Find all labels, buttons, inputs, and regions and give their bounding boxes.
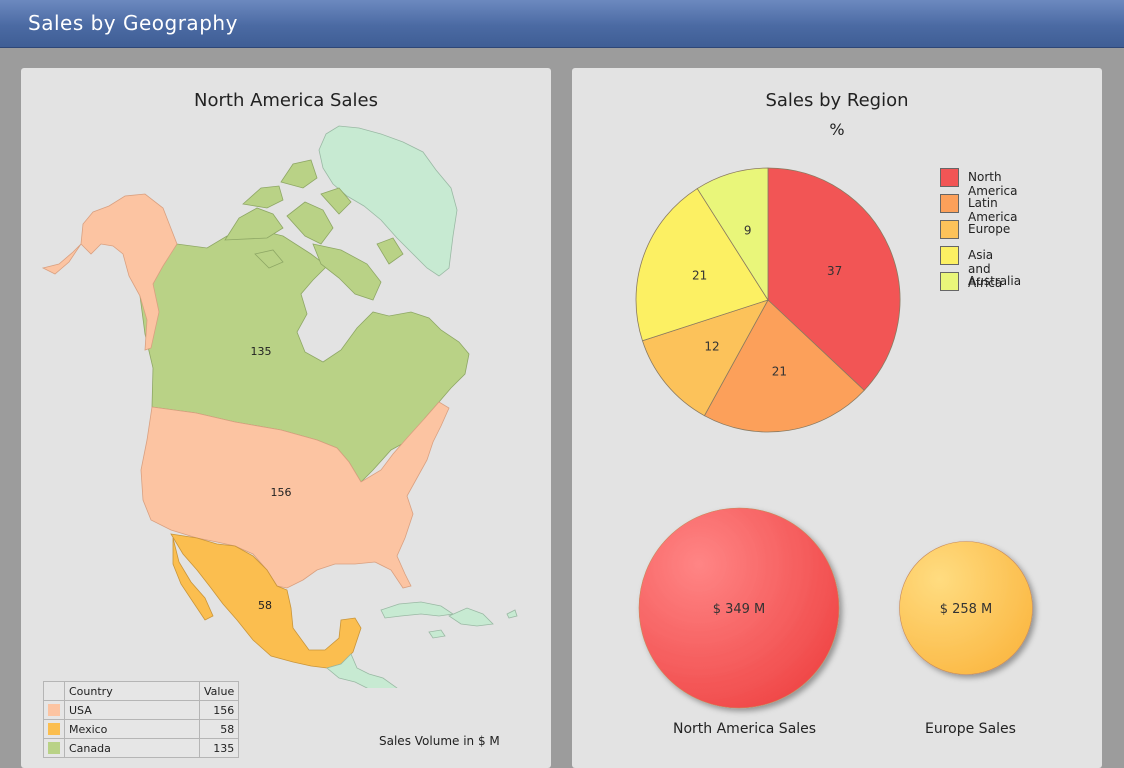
value-cell: 156 xyxy=(198,700,240,720)
pie-slice-label: 21 xyxy=(772,365,787,379)
country-header: Country xyxy=(64,681,200,701)
map-title: North America Sales xyxy=(194,90,378,111)
europe-bubble-caption: Europe Sales xyxy=(925,721,1016,737)
north-america-map-panel: North America Sales 135 156 58 Country V… xyxy=(21,68,551,768)
usa-map-label: 156 xyxy=(271,486,292,499)
country-cell: Canada xyxy=(64,738,200,758)
legend-label: Australia xyxy=(968,274,1022,288)
pie-slice-label: 37 xyxy=(827,264,842,278)
swatch-header-cell xyxy=(43,681,65,701)
usa-region[interactable] xyxy=(140,401,450,589)
region-pie-chart: 37 21 12 21 9 xyxy=(635,167,901,433)
canada-arctic-islands[interactable] xyxy=(224,159,404,301)
table-row: Canada 135 xyxy=(43,738,240,758)
title-bar: Sales by Geography xyxy=(0,0,1124,48)
country-cell: USA xyxy=(64,700,200,720)
sales-bubble[interactable] xyxy=(638,507,840,709)
sales-bubble-chart: $ 349 M $ 258 M xyxy=(638,507,1033,709)
mexico-region[interactable] xyxy=(170,533,362,669)
table-row: Mexico 58 xyxy=(43,719,240,739)
bubble-value-label: $ 349 M xyxy=(713,602,766,617)
legend-swatch xyxy=(940,272,959,291)
legend-label: North America xyxy=(968,170,1018,198)
country-cell: Mexico xyxy=(64,719,200,739)
table-header-row: Country Value xyxy=(43,681,240,701)
value-cell: 58 xyxy=(198,719,240,739)
swatch-cell xyxy=(43,738,65,758)
legend-swatch xyxy=(940,246,959,265)
sales-by-region-panel: Sales by Region % 37 21 12 21 9 North Americ… xyxy=(572,68,1102,768)
north-america-map: 135 156 58 xyxy=(41,125,518,688)
pie-slice[interactable] xyxy=(767,167,901,391)
canada-swatch xyxy=(48,742,60,754)
pie-slice-label: 12 xyxy=(704,339,719,353)
canada-map-label: 135 xyxy=(251,345,272,358)
pie-subtitle: % xyxy=(829,120,845,139)
value-cell: 135 xyxy=(198,738,240,758)
pie-slice[interactable] xyxy=(703,299,865,433)
pie-slice[interactable] xyxy=(696,167,769,302)
sales-bubble[interactable] xyxy=(899,541,1033,675)
bubble-value-label: $ 258 M xyxy=(940,602,993,617)
pie-slice-label: 21 xyxy=(692,268,707,282)
swatch-cell xyxy=(43,700,65,720)
pie-slice[interactable] xyxy=(635,187,769,342)
value-header: Value xyxy=(198,681,240,701)
caribbean-islands[interactable] xyxy=(380,601,518,639)
legend-label: Latin America xyxy=(968,196,1018,224)
map-caption: Sales Volume in $ M xyxy=(379,734,500,748)
legend-swatch xyxy=(940,220,959,239)
table-row: USA 156 xyxy=(43,700,240,720)
country-value-table: Country Value USA 156 Mexico 58 Canada 1… xyxy=(43,681,240,758)
alaska-region[interactable] xyxy=(41,193,178,351)
legend-label: Asia and Africa xyxy=(968,248,1003,290)
mexico-map-label: 58 xyxy=(258,599,272,612)
swatch-cell xyxy=(43,719,65,739)
pie-slice-label: 9 xyxy=(744,223,752,237)
legend-label: Europe xyxy=(968,222,1011,236)
legend-swatch xyxy=(940,194,959,213)
legend-swatch xyxy=(940,168,959,187)
pie-title: Sales by Region xyxy=(765,90,909,111)
usa-swatch xyxy=(48,704,60,716)
central-america-region[interactable] xyxy=(326,653,441,688)
page-title: Sales by Geography xyxy=(28,11,238,35)
pie-slice[interactable] xyxy=(641,299,769,417)
mexico-swatch xyxy=(48,723,60,735)
north-america-bubble-caption: North America Sales xyxy=(673,721,817,737)
